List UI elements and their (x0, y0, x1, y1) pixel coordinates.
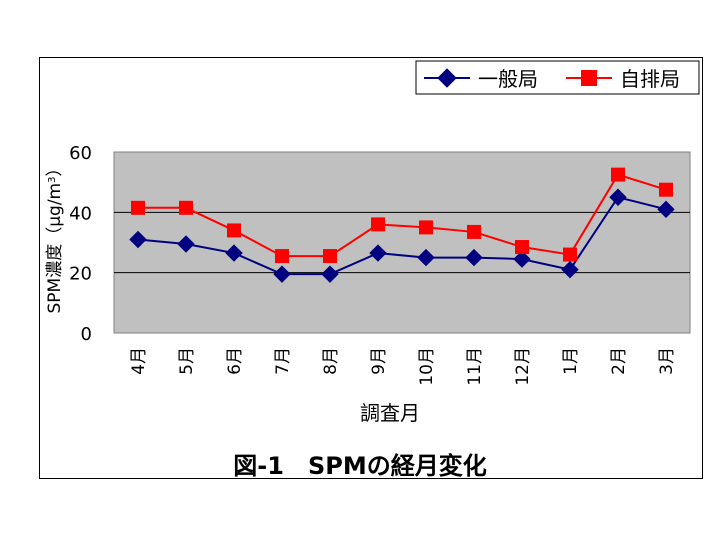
legend-marker (581, 70, 597, 86)
data-point (657, 200, 675, 219)
data-point (179, 200, 193, 215)
x-tick-label: 1月 (561, 347, 581, 375)
series-1 (129, 188, 675, 283)
gridlines (114, 211, 690, 274)
x-axis-label: 調査月 (360, 401, 420, 425)
legend: 一般局 自排局 (415, 60, 700, 95)
data-point (131, 200, 145, 215)
y-tick-label: 60 (69, 143, 92, 164)
x-tick-label: 9月 (369, 347, 389, 375)
legend-marker (437, 68, 457, 88)
y-tick-label: 40 (69, 203, 92, 224)
data-point (321, 265, 339, 283)
y-axis-ticks: 0 20 40 60 (69, 143, 92, 345)
data-point (515, 240, 529, 255)
legend-entry: 自排局 (566, 67, 680, 91)
legend-entry: 一般局 (424, 67, 538, 91)
series-group (129, 167, 675, 283)
y-tick-label: 0 (81, 324, 92, 345)
x-tick-label: 12月 (513, 347, 533, 386)
x-tick-label: 8月 (321, 347, 341, 375)
x-tick-label: 10月 (417, 347, 437, 386)
x-axis-ticks: 4月 5月 6月 7月 8月 9月 10月 11月 12月 1月 2月 3月 (129, 347, 677, 386)
x-tick-label: 7月 (273, 347, 293, 375)
data-point (611, 167, 625, 182)
series-2 (131, 167, 673, 264)
data-point (227, 223, 241, 238)
data-point (467, 224, 481, 239)
data-point (273, 265, 291, 283)
data-point (419, 220, 433, 235)
data-point (129, 230, 147, 249)
y-axis-label-main: SPM濃度（μg/m (45, 183, 65, 314)
data-point (369, 244, 387, 262)
legend-box (415, 60, 700, 95)
data-point (225, 244, 243, 262)
legend-label: 一般局 (478, 67, 538, 91)
data-point (417, 248, 435, 267)
x-tick-label: 5月 (177, 347, 197, 375)
data-point (323, 249, 337, 264)
data-point (659, 182, 673, 197)
data-point (563, 247, 577, 262)
data-point (177, 235, 195, 253)
x-tick-label: 3月 (657, 347, 677, 375)
y-axis-label-close: ） (45, 160, 65, 177)
series-line (137, 196, 667, 276)
data-point (513, 250, 531, 268)
data-point (609, 188, 627, 206)
figure-title: 図-1 SPMの経月変化 (233, 452, 487, 480)
series-line (138, 173, 667, 258)
y-tick-label: 20 (69, 264, 92, 285)
legend-label: 自排局 (620, 67, 680, 91)
x-tick-label: 6月 (225, 347, 245, 375)
data-point (371, 217, 385, 232)
plot-area (113, 151, 691, 334)
y-axis-label-superscript: 3 (47, 177, 58, 183)
data-point (465, 248, 483, 267)
x-tick-label: 4月 (129, 347, 149, 375)
y-axis-label: SPM濃度（μg/m3） (45, 160, 65, 314)
data-point (561, 260, 579, 279)
x-tick-label: 2月 (609, 347, 629, 375)
data-point (275, 249, 289, 264)
x-tick-label: 11月 (465, 347, 485, 386)
